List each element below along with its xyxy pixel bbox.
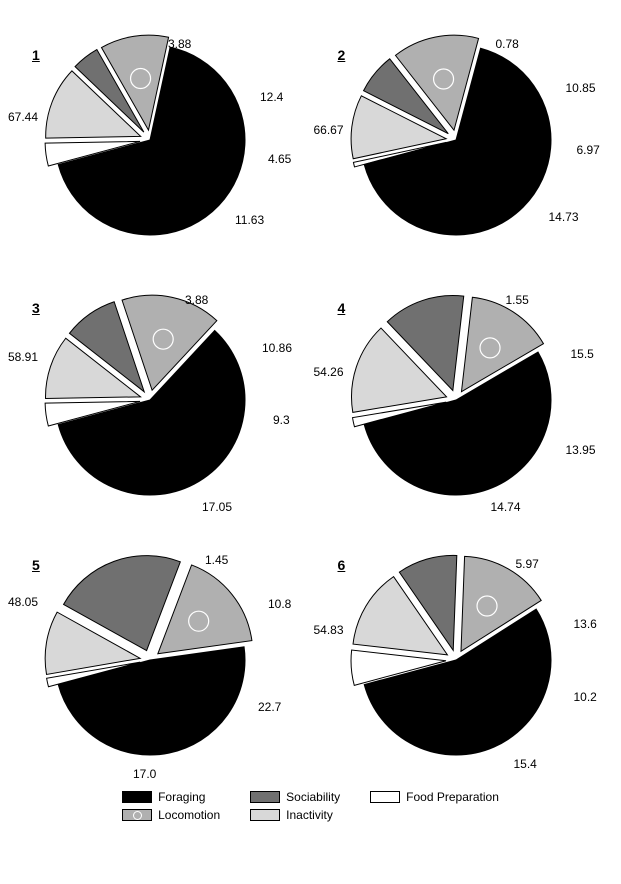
- value-label-locomotion: 17.05: [202, 500, 232, 514]
- chart-title: 5: [32, 557, 40, 573]
- value-label-inactivity: 10.86: [262, 341, 292, 355]
- value-label-food_prep: 3.88: [168, 37, 191, 51]
- pie-chart: 1 67.44 3.88 12.4 4.65 11.63: [10, 15, 305, 255]
- value-label-foraging: 67.44: [8, 110, 38, 124]
- value-label-foraging: 58.91: [8, 350, 38, 364]
- value-label-food_prep: 1.45: [205, 553, 228, 567]
- value-label-locomotion: 11.63: [235, 213, 264, 227]
- value-label-sociability: 22.7: [258, 700, 281, 714]
- value-label-food_prep: 1.55: [506, 293, 529, 307]
- value-label-foraging: 48.05: [8, 595, 38, 609]
- pie-chart: 3 58.91 3.88 10.86 9.3 17.05: [10, 275, 305, 515]
- value-label-food_prep: 3.88: [185, 293, 208, 307]
- value-label-foraging: 54.83: [314, 623, 344, 637]
- chart-title: 2: [338, 47, 346, 63]
- value-label-food_prep: 5.97: [516, 557, 539, 571]
- value-label-locomotion: 14.74: [491, 500, 521, 514]
- value-label-sociability: 4.65: [268, 152, 291, 166]
- value-label-inactivity: 12.4: [260, 90, 283, 104]
- legend: Foraging Sociability Food Preparation Lo…: [10, 790, 611, 822]
- legend-food-prep: Food Preparation: [370, 790, 499, 804]
- value-label-sociability: 9.3: [273, 413, 290, 427]
- legend-label: Sociability: [286, 790, 340, 804]
- pie-chart: 2 66.67 0.78 10.85 6.97 14.73: [316, 15, 611, 255]
- legend-sociability: Sociability: [250, 790, 340, 804]
- pie-chart: 6 54.83 5.97 13.6 10.2 15.4: [316, 535, 611, 775]
- value-label-sociability: 10.2: [574, 690, 597, 704]
- legend-label: Inactivity: [286, 808, 333, 822]
- legend-inactivity: Inactivity: [250, 808, 340, 822]
- chart-title: 1: [32, 47, 40, 63]
- value-label-foraging: 54.26: [314, 365, 344, 379]
- legend-label: Food Preparation: [406, 790, 499, 804]
- value-label-foraging: 66.67: [314, 123, 344, 137]
- pie-chart: 548.051.4510.822.717.0: [10, 535, 305, 775]
- value-label-food_prep: 0.78: [496, 37, 519, 51]
- value-label-inactivity: 10.8: [268, 597, 291, 611]
- legend-label: Locomotion: [158, 808, 220, 822]
- value-label-locomotion: 14.73: [549, 210, 579, 224]
- value-label-sociability: 13.95: [566, 443, 596, 457]
- value-label-sociability: 6.97: [577, 143, 600, 157]
- chart-title: 3: [32, 300, 40, 316]
- legend-foraging: Foraging: [122, 790, 220, 804]
- value-label-locomotion: 15.4: [514, 757, 537, 771]
- legend-locomotion: Locomotion: [122, 808, 220, 822]
- chart-title: 6: [338, 557, 346, 573]
- value-label-locomotion: 17.0: [133, 767, 156, 781]
- pie-chart: 4 54.26 1.55 15.5 13.95 14.74: [316, 275, 611, 515]
- value-label-inactivity: 13.6: [574, 617, 597, 631]
- value-label-inactivity: 15.5: [571, 347, 594, 361]
- value-label-inactivity: 10.85: [566, 81, 596, 95]
- legend-label: Foraging: [158, 790, 205, 804]
- chart-title: 4: [338, 300, 346, 316]
